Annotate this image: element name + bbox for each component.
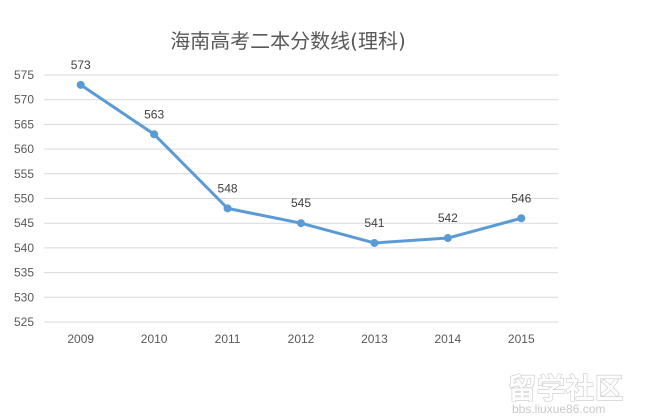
data-label: 563 xyxy=(144,107,164,121)
y-tick-label: 560 xyxy=(14,142,34,156)
series-line xyxy=(76,80,526,247)
data-label: 548 xyxy=(218,181,238,195)
y-tick-label: 575 xyxy=(14,68,34,82)
data-point xyxy=(76,80,85,89)
gridlines xyxy=(44,74,558,323)
y-tick-label: 565 xyxy=(14,117,34,131)
data-point xyxy=(370,238,379,247)
data-label: 545 xyxy=(291,196,311,210)
data-label: 542 xyxy=(438,211,458,225)
x-axis-ticks: 2009 2010 2011 2012 2013 2014 2015 xyxy=(67,332,535,346)
x-tick-label: 2012 xyxy=(288,332,315,346)
watermark-logo-text: 留学社区 xyxy=(508,372,624,405)
x-tick-label: 2010 xyxy=(141,332,168,346)
data-point xyxy=(517,214,526,223)
data-point xyxy=(150,130,159,139)
data-label: 546 xyxy=(511,191,531,205)
x-tick-label: 2011 xyxy=(215,332,241,346)
x-tick-label: 2015 xyxy=(508,332,535,346)
x-tick-label: 2009 xyxy=(67,332,94,346)
watermark-url: bbs.liuxue86.com xyxy=(512,402,605,416)
data-point xyxy=(443,234,452,243)
y-tick-label: 535 xyxy=(14,266,34,280)
data-label: 573 xyxy=(71,58,91,72)
chart-title: 海南高考二本分数线(理科) xyxy=(170,29,406,53)
x-tick-label: 2013 xyxy=(361,332,388,346)
data-labels: 573 563 548 545 541 542 546 xyxy=(71,58,532,230)
data-point xyxy=(297,219,305,228)
data-label: 541 xyxy=(364,216,384,230)
data-point xyxy=(223,204,232,213)
y-tick-label: 555 xyxy=(14,167,34,181)
y-tick-label: 540 xyxy=(14,241,34,255)
y-axis-ticks: 575 570 565 560 555 550 545 540 535 530 525 xyxy=(14,68,34,329)
y-tick-label: 530 xyxy=(14,290,34,304)
watermark: 留学社区 bbs.liuxue86.com xyxy=(507,371,624,416)
y-tick-label: 570 xyxy=(14,93,34,107)
y-tick-label: 545 xyxy=(14,216,34,230)
y-tick-label: 525 xyxy=(14,315,34,329)
y-tick-label: 550 xyxy=(14,192,34,206)
x-tick-label: 2014 xyxy=(435,332,462,346)
